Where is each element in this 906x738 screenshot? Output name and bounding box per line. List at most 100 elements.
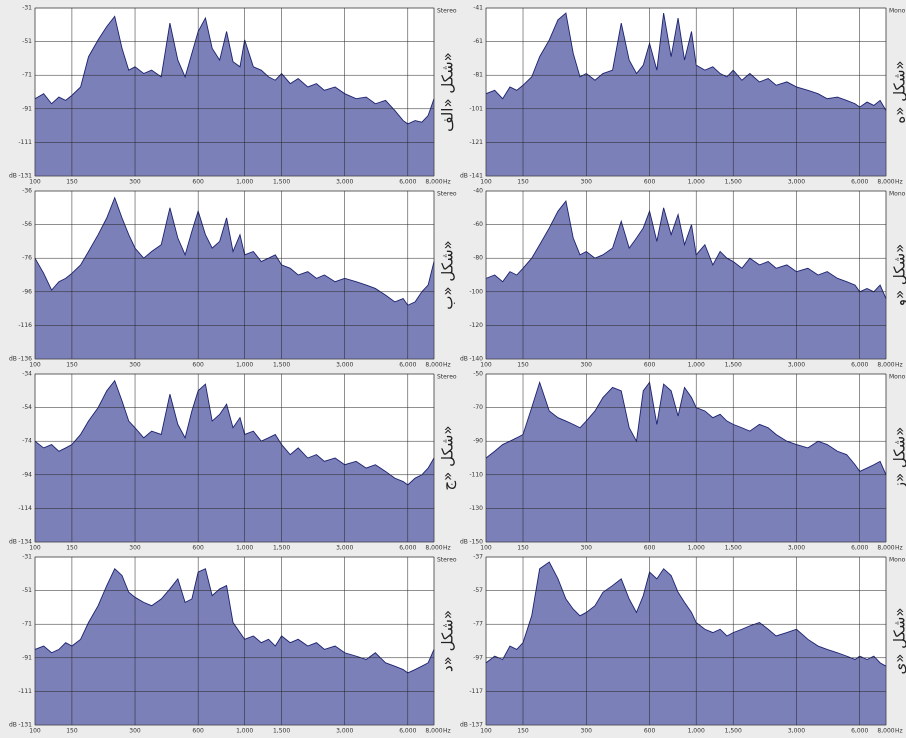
y-tick-label: -77	[473, 621, 483, 628]
y-tick-label: -94	[22, 471, 32, 478]
spectrum-line	[34, 568, 435, 674]
x-tick-label: 100	[480, 362, 492, 369]
x-tick-label: 6,000	[851, 179, 868, 186]
x-tick-label: 100	[29, 179, 41, 186]
spectrum-panel: -134 -114 -94 -74 -54 -34 100 150 300 600 1,000 1,5…	[9, 371, 458, 552]
x-tick-label: 150	[66, 362, 78, 369]
channel-label: Stereo	[437, 191, 457, 198]
y-tick-label: -120	[469, 322, 483, 329]
spectrum-panel: -137 -117 -97 -77 -57 -37 100 150 300 600 1,000 1,5…	[460, 554, 906, 735]
y-tick-label: -31	[22, 5, 32, 12]
spectrum-line	[485, 200, 887, 299]
spectrum-line	[485, 380, 887, 475]
x-tick-label: 600	[192, 179, 204, 186]
x-tick-label: 300	[129, 362, 141, 369]
channel-label: Stereo	[437, 374, 457, 381]
y-tick-label: -71	[22, 72, 32, 79]
x-unit-label: Hz	[895, 179, 903, 186]
channel-label: Stereo	[437, 8, 457, 15]
y-tick-label: -100	[469, 288, 483, 295]
x-tick-label: 300	[581, 728, 593, 735]
y-tick-label: -136	[18, 356, 32, 363]
spectrum-panel: -140 -120 -100 -80 -60 -40 100 150 300 600 1,000 1,…	[460, 188, 906, 369]
channel-label: Stereo	[437, 557, 457, 564]
y-tick-label: -70	[473, 404, 483, 411]
y-tick-label: -117	[469, 688, 483, 695]
y-tick-label: -81	[473, 72, 483, 79]
x-tick-label: 1,000	[688, 545, 705, 552]
y-tick-label: -150	[469, 539, 483, 546]
spectrum-panel: -131 -111 -91 -71 -51 -31 100 150 300 600 1,000 1,5…	[9, 554, 457, 735]
x-tick-label: 8,000	[877, 179, 894, 186]
y-tick-label: -130	[469, 505, 483, 512]
x-tick-label: 8,000	[425, 545, 442, 552]
x-tick-label: 1,000	[688, 728, 705, 735]
y-tick-label: -131	[18, 173, 32, 180]
spectrum-line	[34, 196, 435, 306]
x-tick-label: 150	[66, 728, 78, 735]
x-tick-label: 600	[192, 728, 204, 735]
x-tick-label: 1,500	[273, 728, 290, 735]
y-tick-label: -54	[22, 404, 32, 411]
spectrum-panel: -150 -130 -110 -90 -70 -50 100 150 300 600 1,000 1,…	[460, 371, 906, 552]
spectrum-panel: -141 -121 -101 -81 -61 -41 100 150 300 600 1,000 1,…	[460, 5, 906, 186]
x-tick-label: 600	[192, 545, 204, 552]
x-tick-label: 3,000	[336, 179, 353, 186]
x-tick-label: 8,000	[425, 179, 442, 186]
x-tick-label: 3,000	[788, 545, 805, 552]
y-tick-label: -137	[469, 722, 483, 729]
x-tick-label: 300	[129, 179, 141, 186]
x-tick-label: 600	[644, 362, 656, 369]
y-tick-label: -80	[473, 255, 483, 262]
channel-label: Mono	[889, 8, 906, 15]
x-tick-label: 300	[581, 179, 593, 186]
figure-caption: شكل «د»	[439, 610, 457, 672]
x-tick-label: 300	[129, 728, 141, 735]
y-tick-label: -91	[22, 105, 32, 112]
x-unit-label: Hz	[895, 362, 903, 369]
y-tick-label: -121	[469, 139, 483, 146]
spectrum-line	[34, 15, 435, 125]
x-tick-label: 3,000	[788, 728, 805, 735]
x-tick-label: 100	[480, 179, 492, 186]
x-unit-label: Hz	[443, 179, 451, 186]
y-tick-label: -60	[473, 221, 483, 228]
x-tick-label: 1,000	[236, 545, 253, 552]
y-axis-label: dB	[9, 722, 17, 729]
y-tick-label: -50	[473, 371, 483, 378]
x-tick-label: 8,000	[877, 728, 894, 735]
spectrum-area	[35, 380, 434, 542]
y-tick-label: -61	[473, 38, 483, 45]
y-axis-label: dB	[460, 173, 468, 180]
y-tick-label: -140	[469, 356, 483, 363]
y-tick-label: -96	[22, 288, 32, 295]
spectrum-panel: -136 -116 -96 -76 -56 -36 100 150 300 600 1,000 1,5…	[9, 188, 457, 369]
y-axis-label: dB	[9, 173, 17, 180]
spectrum-area	[35, 568, 434, 725]
x-tick-label: 300	[581, 545, 593, 552]
x-tick-label: 150	[517, 362, 529, 369]
spectrum-area	[486, 201, 886, 359]
x-tick-label: 150	[66, 545, 78, 552]
spectrum-area	[35, 16, 434, 177]
y-tick-label: -131	[18, 722, 32, 729]
y-tick-label: -110	[469, 471, 483, 478]
x-tick-label: 6,000	[399, 362, 416, 369]
figure-caption: شكل «و»	[891, 244, 906, 308]
x-unit-label: Hz	[443, 362, 451, 369]
x-tick-label: 1,000	[236, 362, 253, 369]
x-tick-label: 8,000	[425, 362, 442, 369]
figure-caption: شكل «ج»	[439, 425, 458, 490]
figure-caption: شكل «ب»	[439, 240, 457, 309]
channel-label: Mono	[889, 374, 906, 381]
y-tick-label: -40	[473, 188, 483, 195]
y-tick-label: -76	[22, 255, 32, 262]
x-tick-label: 1,500	[725, 545, 742, 552]
x-tick-label: 1,500	[273, 362, 290, 369]
x-tick-label: 3,000	[336, 545, 353, 552]
spectrum-line	[34, 379, 435, 486]
x-tick-label: 6,000	[399, 728, 416, 735]
x-tick-label: 1,500	[273, 545, 290, 552]
